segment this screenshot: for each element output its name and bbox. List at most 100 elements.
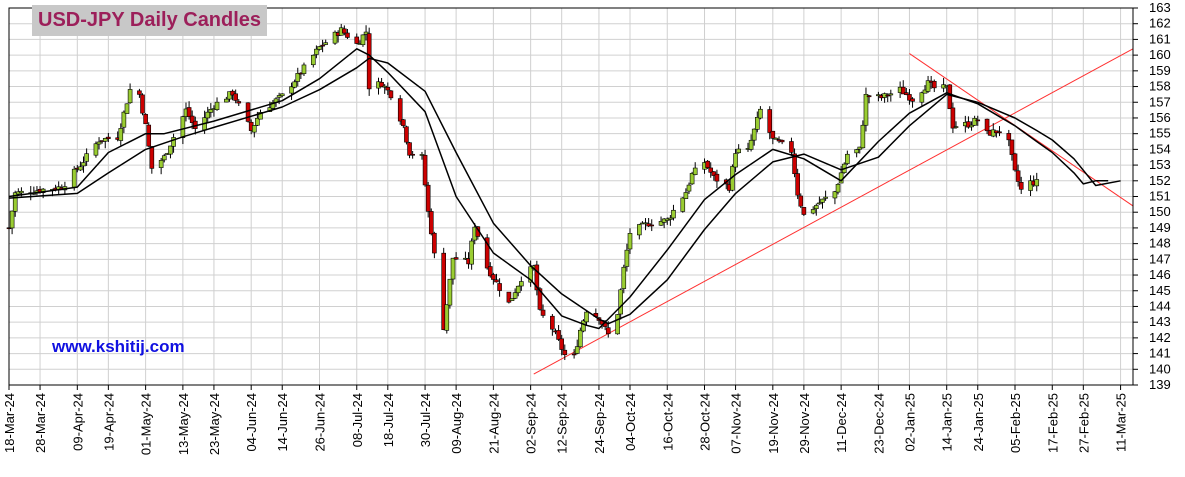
x-tick-label: 04-Jun-24 — [244, 393, 259, 452]
candle-up — [854, 149, 859, 154]
y-tick-label: 152 — [1149, 173, 1171, 188]
candle-up — [314, 48, 319, 55]
y-tick-label: 139 — [1149, 377, 1171, 392]
candle-down — [904, 92, 909, 95]
candle-up — [124, 103, 130, 114]
moving-averages — [8, 48, 1121, 330]
candle-up — [686, 184, 692, 192]
candle-down — [792, 153, 797, 175]
candle-down — [320, 44, 325, 47]
candle-down — [770, 130, 776, 139]
candle-up — [1028, 180, 1033, 191]
candle-up — [860, 124, 866, 149]
candle-down — [900, 86, 906, 95]
chart-title: USD-JPY Daily Candles — [32, 5, 268, 36]
candle-up — [205, 111, 211, 119]
candle-up — [102, 137, 108, 142]
x-tick-label: 02-Sep-24 — [524, 393, 539, 454]
candle-up — [863, 93, 869, 126]
x-axis: 18-Mar-24 28-Mar-24 09-Apr-24 19-Apr-24 01-M… — [2, 385, 1129, 455]
candle-up — [969, 124, 974, 128]
y-tick-label: 146 — [1149, 267, 1171, 282]
x-tick-label: 21-Aug-24 — [486, 393, 501, 454]
candle-down — [789, 141, 794, 153]
candle-down — [422, 154, 428, 186]
candle-up — [469, 240, 474, 265]
candle-up — [733, 153, 738, 168]
x-tick-label: 14-Jan-25 — [940, 393, 955, 452]
candle-up — [751, 128, 757, 141]
candle-up — [509, 298, 515, 301]
x-tick-label: 30-Jul-24 — [418, 393, 433, 447]
y-tick-label: 157 — [1149, 94, 1171, 109]
candle-up — [692, 167, 698, 176]
candle-down — [907, 94, 912, 101]
candle-up — [736, 148, 741, 154]
x-tick-label: 27-Feb-25 — [1076, 393, 1091, 453]
candle-up — [180, 116, 186, 139]
candle-down — [950, 107, 956, 129]
candle-down — [441, 252, 446, 330]
candle-down — [186, 107, 192, 117]
candle-down — [388, 90, 394, 99]
moving-average-long-line — [8, 57, 1121, 325]
candle-up — [519, 281, 524, 287]
y-tick-label: 158 — [1149, 79, 1171, 94]
candle-up — [310, 54, 316, 66]
candle-up — [754, 117, 760, 130]
candle-up — [832, 191, 838, 199]
candle-up — [835, 184, 841, 193]
candle-down — [559, 338, 564, 350]
x-tick-label: 11-Dec-24 — [834, 393, 849, 453]
candle-down — [550, 315, 555, 330]
candle-down — [428, 211, 434, 235]
candle-up — [680, 197, 686, 212]
candle-down — [947, 84, 953, 110]
y-tick-label: 155 — [1149, 126, 1171, 141]
y-tick-label: 163 — [1149, 0, 1171, 15]
candle-up — [643, 222, 648, 225]
candle-up — [289, 86, 294, 94]
candle-up — [270, 102, 276, 109]
candle-down — [1006, 133, 1012, 141]
candle-down — [767, 109, 773, 133]
candles — [6, 23, 1040, 361]
candle-up — [637, 224, 642, 236]
y-tick-label: 144 — [1149, 298, 1171, 313]
candle-up — [528, 266, 533, 283]
candle-down — [487, 266, 493, 277]
candle-up — [158, 160, 164, 168]
candle-down — [230, 90, 235, 96]
candle-up — [618, 289, 623, 315]
x-tick-label: 02-Jan-25 — [902, 393, 917, 452]
candle-down — [143, 114, 148, 125]
candle-up — [447, 278, 453, 306]
candle-down — [432, 232, 437, 254]
candle-up — [127, 89, 133, 104]
candle-up — [820, 198, 825, 203]
trendline — [533, 48, 1134, 375]
x-tick-label: 01-May-24 — [139, 393, 154, 455]
x-tick-label: 24-Sep-24 — [592, 393, 607, 454]
x-tick-label: 24-Jan-25 — [971, 393, 986, 452]
candle-up — [857, 146, 863, 150]
candle-up — [584, 311, 589, 323]
candle-down — [342, 28, 347, 34]
y-tick-label: 140 — [1149, 361, 1171, 376]
trendlines — [533, 48, 1134, 375]
candle-up — [9, 210, 15, 229]
candle-up — [953, 126, 959, 128]
y-tick-label: 154 — [1149, 141, 1171, 156]
candle-up — [295, 73, 301, 82]
candle-down — [245, 102, 251, 122]
candle-down — [106, 136, 111, 139]
candle-up — [382, 85, 388, 88]
x-tick-label: 12-Sep-24 — [555, 393, 570, 454]
candle-up — [845, 153, 850, 164]
candle-up — [84, 153, 89, 162]
candle-up — [317, 46, 322, 50]
candle-down — [453, 257, 459, 260]
candle-up — [224, 98, 229, 103]
x-tick-label: 07-Nov-24 — [729, 393, 744, 454]
candle-down — [1015, 170, 1021, 182]
